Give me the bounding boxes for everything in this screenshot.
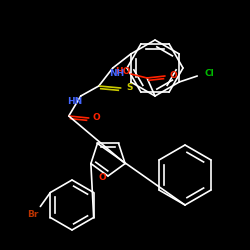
Text: S: S: [126, 84, 133, 92]
Text: O: O: [99, 173, 106, 182]
Text: HN: HN: [67, 98, 82, 106]
Text: Br: Br: [27, 210, 38, 219]
Text: O: O: [169, 72, 177, 80]
Text: HO: HO: [115, 68, 131, 76]
Text: O: O: [93, 114, 101, 122]
Text: NH: NH: [109, 70, 124, 78]
Text: Cl: Cl: [204, 70, 214, 78]
